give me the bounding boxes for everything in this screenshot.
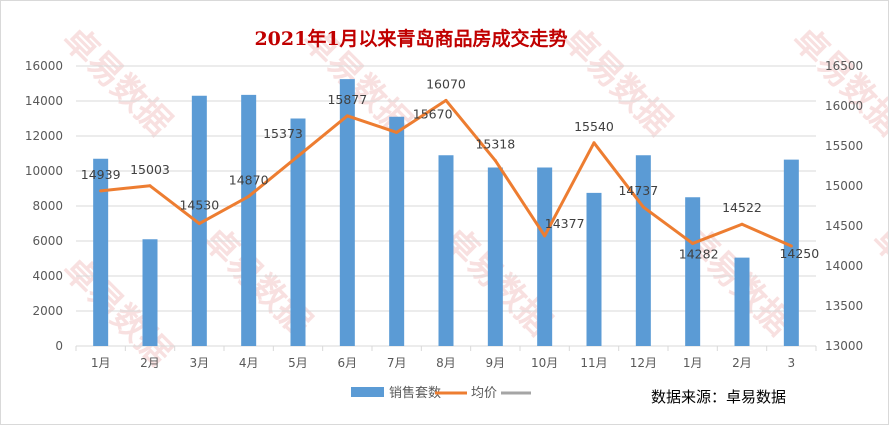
left-tick-label: 14000: [25, 94, 63, 108]
price-data-label: 15540: [574, 119, 614, 134]
bar-0: [93, 158, 109, 346]
bar-5: [339, 79, 355, 346]
right-tick-label: 13000: [825, 339, 863, 353]
bar-13: [734, 257, 750, 346]
price-data-label: 14737: [618, 183, 658, 198]
left-tick-label: 4000: [32, 269, 63, 283]
price-point-13: [740, 222, 744, 226]
price-data-label: 15670: [413, 106, 453, 121]
bar-6: [389, 116, 405, 346]
right-tick-label: 14500: [825, 219, 863, 233]
price-point-9: [543, 234, 547, 238]
x-tick-label: 1月: [91, 356, 111, 370]
price-data-label: 14522: [722, 200, 762, 215]
left-tick-label: 16000: [25, 59, 63, 73]
legend-bar-swatch: [351, 387, 384, 397]
x-tick-label: 12月: [630, 356, 657, 370]
watermark-text: 卓易数据: [55, 19, 179, 143]
price-data-label: 14282: [679, 246, 719, 261]
data-source: 数据来源：卓易数据: [651, 388, 786, 406]
x-tick-label: 6月: [338, 356, 358, 370]
x-tick-label: 3: [788, 356, 796, 370]
right-tick-label: 16000: [825, 99, 863, 113]
price-data-label: 16070: [426, 76, 466, 91]
price-point-0: [99, 189, 103, 193]
x-tick-label: 4月: [239, 356, 259, 370]
price-data-label: 14870: [229, 172, 269, 187]
x-tick-label: 1月: [683, 356, 703, 370]
watermark-text: 卓易数据: [785, 19, 889, 143]
left-tick-label: 6000: [32, 234, 63, 248]
x-tick-label: 5月: [288, 356, 308, 370]
price-data-label: 14530: [179, 198, 219, 213]
right-tick-label: 15500: [825, 139, 863, 153]
price-point-2: [197, 222, 201, 226]
x-tick-label: 3月: [190, 356, 210, 370]
price-point-4: [296, 154, 300, 158]
left-tick-label: 0: [55, 339, 63, 353]
bar-3: [241, 94, 257, 346]
left-tick-label: 12000: [25, 129, 63, 143]
right-tick-label: 16500: [825, 59, 863, 73]
bar-12: [685, 197, 701, 346]
price-point-10: [592, 141, 596, 145]
bar-4: [290, 118, 306, 346]
price-point-1: [148, 184, 152, 188]
bar-14: [783, 159, 799, 346]
price-data-label: 15318: [475, 137, 515, 152]
x-tick-label: 7月: [387, 356, 407, 370]
price-point-6: [395, 130, 399, 134]
price-point-5: [345, 114, 349, 118]
right-tick-label: 14000: [825, 259, 863, 273]
price-point-8: [493, 159, 497, 163]
left-tick-label: 2000: [32, 304, 63, 318]
x-tick-label: 11月: [580, 356, 607, 370]
price-point-11: [641, 205, 645, 209]
bar-1: [142, 239, 158, 346]
bar-10: [586, 192, 602, 346]
price-data-label: 15373: [263, 126, 303, 141]
price-point-3: [247, 194, 251, 198]
right-tick-label: 13500: [825, 299, 863, 313]
left-tick-label: 10000: [25, 164, 63, 178]
price-point-7: [444, 98, 448, 102]
bar-8: [487, 167, 503, 346]
price-data-label: 15003: [130, 162, 170, 177]
chart-title: 2021年1月以来青岛商品房成交走势: [254, 27, 567, 50]
price-point-12: [691, 241, 695, 245]
right-tick-label: 15000: [825, 179, 863, 193]
x-tick-label: 9月: [486, 356, 506, 370]
watermark-text: 卓易数据: [865, 219, 889, 343]
price-data-label: 14377: [545, 216, 585, 231]
legend-label-price: 均价: [471, 386, 497, 401]
bar-7: [438, 155, 454, 346]
bar-2: [191, 95, 207, 346]
price-data-label: 14939: [81, 167, 121, 182]
x-tick-label: 10月: [531, 356, 558, 370]
x-tick-label: 2月: [140, 356, 160, 370]
price-data-label: 15877: [327, 92, 367, 107]
left-tick-label: 8000: [32, 199, 63, 213]
x-tick-label: 2月: [732, 356, 752, 370]
legend-label-sales: 销售套数: [389, 385, 441, 401]
price-data-label: 14250: [779, 246, 819, 261]
price-point-14: [789, 244, 793, 248]
bar-9: [537, 167, 553, 346]
x-tick-label: 8月: [436, 356, 456, 370]
